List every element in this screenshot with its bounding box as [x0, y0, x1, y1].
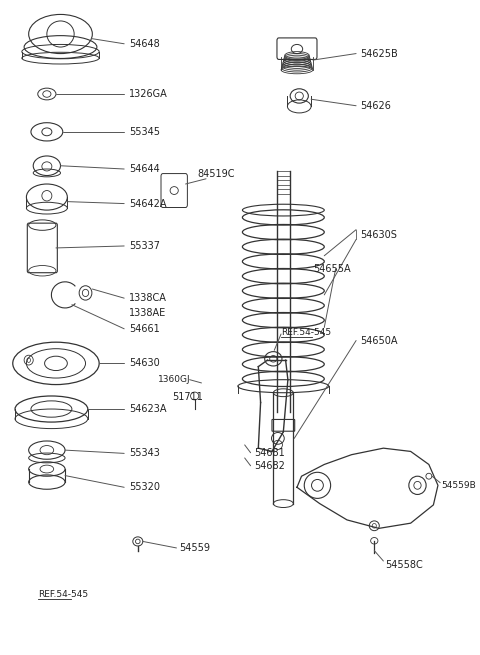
- Text: 54648: 54648: [129, 39, 159, 48]
- Text: 55320: 55320: [129, 482, 160, 493]
- Text: 1338AE: 1338AE: [129, 308, 166, 318]
- Text: 54626: 54626: [360, 101, 392, 111]
- Text: 54644: 54644: [129, 164, 159, 174]
- Text: 54630: 54630: [129, 358, 159, 368]
- Text: 1326GA: 1326GA: [129, 89, 168, 99]
- Text: 51711: 51711: [172, 392, 203, 402]
- Text: 55345: 55345: [129, 127, 160, 137]
- Text: 55337: 55337: [129, 241, 160, 251]
- Text: REF.54-545: REF.54-545: [38, 590, 88, 599]
- Text: 54642A: 54642A: [129, 198, 166, 208]
- Text: 54650A: 54650A: [360, 335, 398, 346]
- Text: REF.54-545: REF.54-545: [281, 328, 331, 337]
- Text: 1338CA: 1338CA: [129, 293, 167, 303]
- Text: 54558C: 54558C: [385, 560, 422, 570]
- Text: 54661: 54661: [129, 324, 159, 334]
- Text: 54559: 54559: [179, 543, 210, 553]
- Text: 55343: 55343: [129, 449, 159, 458]
- Text: 54655A: 54655A: [313, 264, 350, 274]
- Text: 54681: 54681: [254, 448, 285, 458]
- Text: 54559B: 54559B: [441, 481, 476, 490]
- Text: 54630S: 54630S: [360, 230, 397, 240]
- Text: 54623A: 54623A: [129, 404, 166, 414]
- Text: 84519C: 84519C: [197, 169, 234, 179]
- Text: 54625B: 54625B: [360, 48, 398, 58]
- Text: 54682: 54682: [254, 460, 285, 471]
- Text: 1360GJ: 1360GJ: [157, 375, 190, 384]
